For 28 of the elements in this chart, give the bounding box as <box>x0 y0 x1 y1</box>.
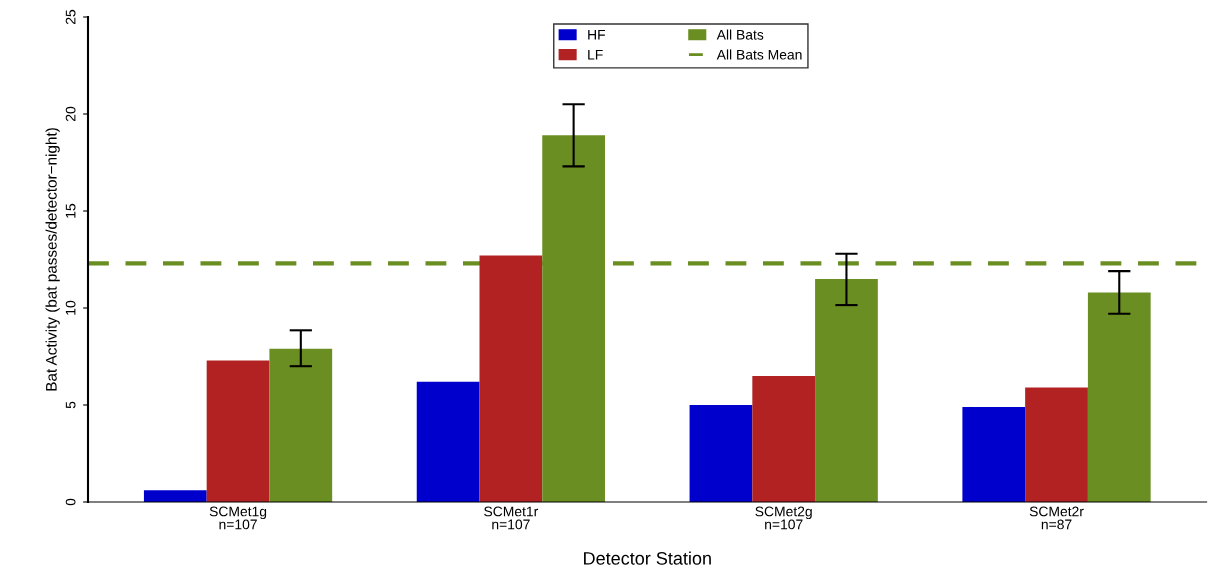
bar <box>689 405 753 502</box>
bar <box>815 278 878 502</box>
x-axis-title: Detector Station <box>584 551 711 565</box>
y-tick-label: 15 <box>65 203 76 218</box>
bar <box>269 348 333 502</box>
y-tick-label: 5 <box>65 401 76 409</box>
bar <box>416 381 480 502</box>
y-tick-label: 10 <box>65 300 76 315</box>
legend-label: HF <box>588 30 606 40</box>
y-tick-label: 25 <box>65 9 76 25</box>
bar <box>479 255 543 502</box>
y-tick-label: 20 <box>65 106 76 122</box>
legend-label: All Bats Mean <box>716 49 802 60</box>
x-tick-label: SCMet1g n=107 <box>209 506 267 530</box>
bar <box>962 406 1026 502</box>
bar <box>752 375 816 502</box>
x-tick-label: SCMet2g n=107 <box>755 506 812 530</box>
legend-label: LF <box>588 49 603 60</box>
bar <box>1025 387 1088 502</box>
x-tick-label: SCMet1r n=107 <box>484 506 539 530</box>
bar <box>542 135 605 502</box>
x-tick-label: SCMet2r n=87 <box>1029 506 1084 530</box>
bar <box>143 490 207 502</box>
bar <box>1087 292 1151 502</box>
y-axis-title: Bat Activity (bat passes/detector−night) <box>45 128 60 391</box>
legend-label: All Bats <box>716 29 764 40</box>
bar <box>206 360 270 502</box>
y-tick-label: 0 <box>65 498 76 506</box>
